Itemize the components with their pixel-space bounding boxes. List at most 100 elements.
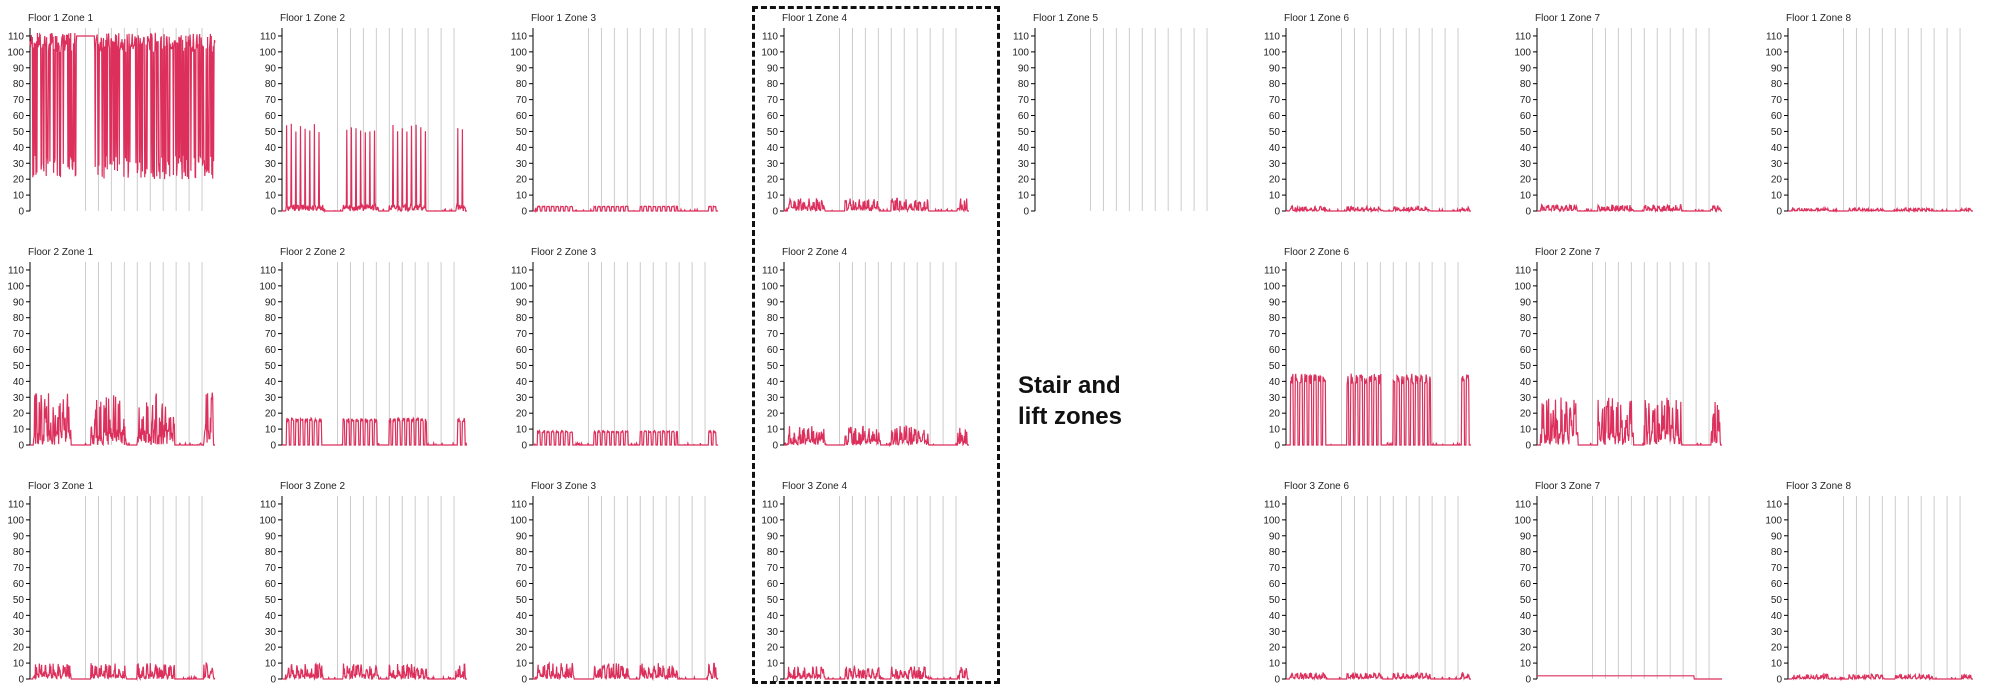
chart-panel: Floor 2 Zone 4 0 10 20 30 40 50 60 70 80 90 100 110 <box>754 244 994 453</box>
y-tick-label: 60 <box>265 345 277 356</box>
y-tick-label: 10 <box>1269 659 1281 670</box>
y-tick-label: 50 <box>516 595 528 606</box>
y-tick-label: 80 <box>1771 547 1783 558</box>
y-tick-label: 90 <box>1771 63 1783 74</box>
chart-panel: Floor 1 Zone 5 0 10 20 30 40 50 60 70 80 90 100 110 <box>1005 10 1245 219</box>
y-tick-label: 70 <box>516 329 528 340</box>
y-tick-label: 90 <box>1269 531 1281 542</box>
stair-lift-highlight-box <box>752 6 1000 684</box>
y-tick-label: 30 <box>1771 627 1783 638</box>
panel-title: Floor 3 Zone 3 <box>531 481 596 492</box>
y-tick-label: 0 <box>270 441 276 452</box>
chart-panel: Floor 1 Zone 3 0 10 20 30 40 50 60 70 80 90 100 110 <box>503 10 743 219</box>
chart-panel: Floor 3 Zone 3 0 10 20 30 40 50 60 70 80 90 100 110 <box>503 478 743 687</box>
y-tick-label: 60 <box>516 345 528 356</box>
y-tick-label: 50 <box>1018 127 1030 138</box>
series-line <box>784 424 969 448</box>
y-tick-label: 10 <box>265 659 277 670</box>
y-tick-label: 90 <box>13 531 25 542</box>
y-tick-label: 50 <box>767 361 779 372</box>
y-tick-label: 80 <box>13 547 25 558</box>
y-tick-label: 30 <box>516 393 528 404</box>
y-tick-label: 10 <box>1520 425 1532 436</box>
y-tick-label: 20 <box>13 409 25 420</box>
y-tick-label: 70 <box>516 563 528 574</box>
y-tick-label: 70 <box>265 329 277 340</box>
series-line <box>1787 205 1973 214</box>
y-tick-label: 80 <box>1520 313 1532 324</box>
panel-title: Floor 3 Zone 2 <box>280 481 345 492</box>
panel-svg: Floor 1 Zone 5 0 10 20 30 40 50 60 70 80 90 100 110 <box>1012 13 1208 218</box>
y-tick-label: 110 <box>8 265 24 276</box>
series-line <box>1788 672 1973 681</box>
y-tick-label: 30 <box>767 159 779 170</box>
y-tick-label: 40 <box>13 377 25 388</box>
y-tick-label: 20 <box>767 175 779 186</box>
panel-svg: Floor 3 Zone 6 0 10 20 30 40 50 60 70 80 90 100 110 <box>1263 481 1471 686</box>
y-tick-label: 50 <box>1269 361 1281 372</box>
panel-svg: Floor 1 Zone 1 0 10 20 30 40 50 60 70 80 90 100 110 <box>7 13 216 218</box>
panel-title: Floor 1 Zone 1 <box>28 13 93 24</box>
y-tick-label: 80 <box>13 313 25 324</box>
y-tick-label: 70 <box>767 95 779 106</box>
panel-title: Floor 3 Zone 6 <box>1284 481 1349 492</box>
y-tick-label: 90 <box>516 531 528 542</box>
y-tick-label: 100 <box>1012 47 1029 58</box>
y-tick-label: 10 <box>767 659 779 670</box>
y-tick-label: 50 <box>1269 127 1281 138</box>
panel-svg: Floor 3 Zone 8 0 10 20 30 40 50 60 70 80 90 100 110 <box>1765 481 1973 686</box>
y-tick-label: 50 <box>1520 361 1532 372</box>
y-tick-label: 40 <box>1520 611 1532 622</box>
y-tick-label: 30 <box>1018 159 1030 170</box>
y-tick-label: 110 <box>1515 265 1531 276</box>
y-tick-label: 110 <box>1766 31 1782 42</box>
chart-panel: Floor 1 Zone 4 0 10 20 30 40 50 60 70 80 90 100 110 <box>754 10 994 219</box>
series-line <box>29 32 216 180</box>
y-tick-label: 80 <box>1269 547 1281 558</box>
panel-svg: Floor 3 Zone 7 0 10 20 30 40 50 60 70 80 90 100 110 <box>1514 481 1722 686</box>
y-tick-label: 20 <box>265 175 277 186</box>
y-tick-label: 80 <box>767 313 779 324</box>
y-tick-label: 60 <box>265 111 277 122</box>
y-tick-label: 70 <box>1520 329 1532 340</box>
y-tick-label: 20 <box>1771 643 1783 654</box>
y-tick-label: 60 <box>265 579 277 590</box>
chart-panel: Floor 2 Zone 1 0 10 20 30 40 50 60 70 80 90 100 110 <box>0 244 240 453</box>
y-tick-label: 10 <box>516 425 528 436</box>
y-tick-label: 70 <box>516 95 528 106</box>
y-tick-label: 80 <box>13 79 25 90</box>
y-tick-label: 50 <box>13 595 25 606</box>
panel-title: Floor 1 Zone 4 <box>782 13 847 24</box>
panel-title: Floor 3 Zone 7 <box>1535 481 1600 492</box>
y-tick-label: 70 <box>1269 563 1281 574</box>
y-tick-label: 10 <box>13 191 25 202</box>
y-tick-label: 30 <box>265 393 277 404</box>
chart-panel: Floor 1 Zone 8 0 10 20 30 40 50 60 70 80 90 100 110 <box>1758 10 1998 219</box>
y-tick-label: 30 <box>13 393 25 404</box>
y-tick-label: 40 <box>13 611 25 622</box>
y-tick-label: 60 <box>767 111 779 122</box>
y-tick-label: 60 <box>13 345 25 356</box>
y-tick-label: 60 <box>516 579 528 590</box>
y-tick-label: 30 <box>13 627 25 638</box>
y-tick-label: 0 <box>772 441 778 452</box>
y-tick-label: 20 <box>13 643 25 654</box>
chart-panel: Floor 3 Zone 4 0 10 20 30 40 50 60 70 80 90 100 110 <box>754 478 994 687</box>
panel-svg: Floor 3 Zone 4 0 10 20 30 40 50 60 70 80 90 100 110 <box>761 481 969 686</box>
y-tick-label: 30 <box>1269 627 1281 638</box>
series-line <box>1286 671 1471 681</box>
y-tick-label: 80 <box>265 79 277 90</box>
y-tick-label: 0 <box>1776 675 1782 686</box>
y-tick-label: 70 <box>1520 563 1532 574</box>
y-tick-label: 80 <box>516 79 528 90</box>
y-tick-label: 60 <box>13 579 25 590</box>
y-tick-label: 60 <box>1771 111 1783 122</box>
y-tick-label: 10 <box>767 191 779 202</box>
y-tick-label: 20 <box>516 409 528 420</box>
y-tick-label: 30 <box>1771 159 1783 170</box>
y-tick-label: 30 <box>767 393 779 404</box>
y-tick-label: 110 <box>1264 499 1280 510</box>
y-tick-label: 40 <box>265 611 277 622</box>
series-line <box>1286 373 1471 446</box>
y-tick-label: 50 <box>13 361 25 372</box>
